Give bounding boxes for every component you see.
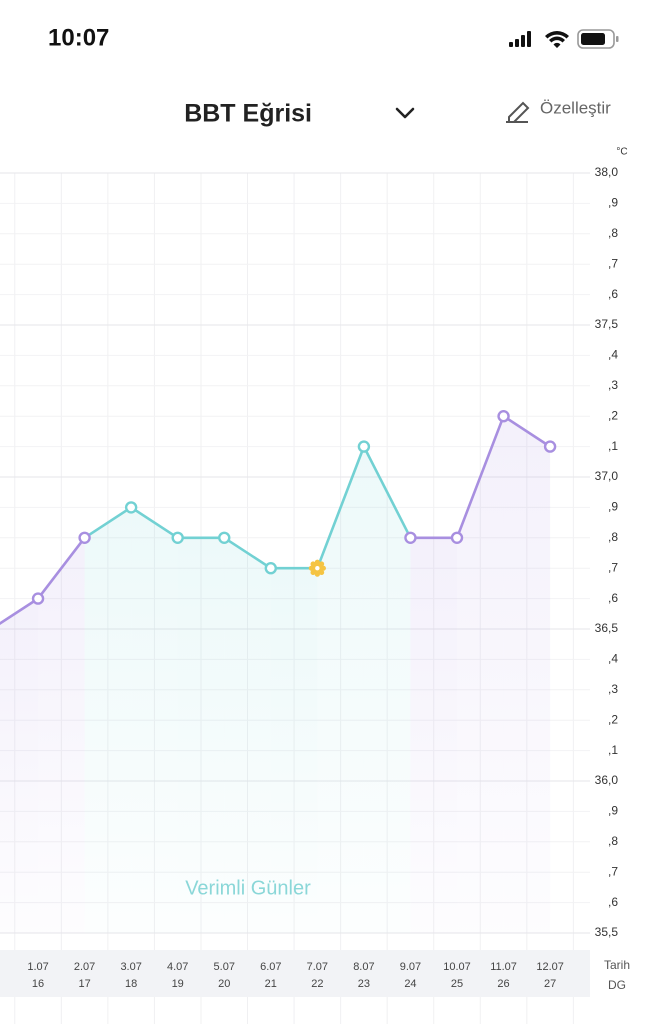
area — [224, 537, 271, 933]
cycle-day-title: DG — [608, 978, 626, 992]
y-tick-label: ,9 — [608, 804, 618, 818]
y-tick-label: 35,5 — [595, 925, 619, 939]
x-tick-label: 9.07 — [400, 961, 421, 973]
y-tick-label: ,9 — [608, 196, 618, 210]
point — [357, 440, 371, 453]
y-tick-label: ,2 — [608, 408, 618, 422]
y-tick-label: 38,0 — [595, 165, 619, 179]
edit-icon[interactable] — [506, 101, 530, 123]
line-segment — [316, 445, 366, 570]
cycle-day-label: 25 — [451, 978, 463, 990]
point — [450, 531, 464, 544]
cycle-day-label: 21 — [265, 978, 277, 990]
y-tick-label: ,7 — [608, 560, 618, 574]
x-tick-label: 12.07 — [536, 961, 564, 973]
fertile-days-label: Verimli Günler — [185, 877, 311, 899]
line-segment — [455, 414, 505, 540]
y-tick-label: ,8 — [608, 226, 618, 240]
cycle-day-label: 17 — [78, 978, 90, 990]
y-tick-label: ,3 — [608, 682, 618, 696]
x-tick-label: 10.07 — [443, 961, 471, 973]
cycle-day-label: 23 — [358, 978, 370, 990]
page-title[interactable]: BBT Eğrisi — [184, 100, 312, 128]
x-tick-label: 2.07 — [74, 961, 95, 973]
customize-button[interactable]: Özelleştir — [540, 98, 611, 117]
x-tick-label: 6.07 — [260, 961, 281, 973]
y-tick-label: 37,0 — [595, 469, 619, 483]
area — [131, 507, 178, 933]
point — [78, 531, 91, 544]
y-tick-label: ,8 — [608, 530, 618, 544]
area — [38, 537, 85, 933]
y-tick-label: ,9 — [608, 500, 618, 514]
y-tick-label: ,1 — [608, 743, 618, 757]
y-tick-label: ,2 — [608, 712, 618, 726]
area — [503, 416, 551, 933]
y-tick-label: ,6 — [608, 895, 618, 909]
line-segment — [0, 597, 40, 626]
y-tick-label: ,3 — [608, 378, 618, 392]
y-tick-label: ,8 — [608, 834, 618, 848]
point — [543, 440, 557, 453]
y-tick-label: 36,5 — [595, 621, 619, 635]
point — [31, 592, 45, 605]
line-segment — [83, 506, 133, 540]
line-segment — [36, 536, 86, 600]
y-tick-label: 36,0 — [595, 773, 619, 787]
cycle-day-label: 24 — [404, 978, 416, 990]
cycle-day-label: 26 — [497, 978, 509, 990]
y-unit: °C — [616, 147, 627, 158]
x-tick-label: 11.07 — [490, 961, 517, 973]
x-tick-label: 1.07 — [27, 961, 48, 973]
area — [84, 507, 132, 933]
cycle-day-label: 27 — [544, 978, 556, 990]
y-tick-label: ,7 — [608, 256, 618, 270]
area — [270, 568, 318, 933]
dropdown-icon[interactable] — [395, 107, 415, 119]
area — [410, 537, 457, 933]
y-tick-label: ,1 — [608, 439, 618, 453]
plot — [0, 172, 590, 1024]
x-tick-label: 5.07 — [214, 961, 235, 973]
x-tick-label: 4.07 — [167, 961, 188, 973]
y-tick-label: ,7 — [608, 864, 618, 878]
area — [0, 598, 39, 933]
sun-center — [315, 566, 320, 571]
point — [171, 531, 184, 544]
status-time: 10:07 — [48, 24, 109, 51]
line-segment — [222, 536, 273, 570]
x-axis-strip — [0, 950, 590, 997]
area — [177, 537, 225, 933]
point — [497, 410, 510, 423]
cycle-day-label: 16 — [32, 978, 44, 990]
x-tick-label: 8.07 — [353, 961, 374, 973]
y-tick-label: ,6 — [608, 591, 618, 605]
line-segment — [129, 506, 179, 540]
point — [404, 531, 417, 544]
point — [264, 562, 277, 575]
cycle-day-label: 19 — [172, 978, 184, 990]
x-axis-title: Tarih — [604, 958, 630, 972]
line-segment — [362, 445, 412, 540]
y-tick-label: ,4 — [608, 652, 618, 666]
cycle-day-label: 18 — [125, 978, 137, 990]
x-tick-label: 7.07 — [307, 961, 328, 973]
x-tick-label: 3.07 — [120, 961, 141, 973]
y-tick-label: ,4 — [608, 348, 618, 362]
ovulation-marker — [308, 559, 326, 577]
area — [317, 446, 364, 933]
area — [457, 416, 504, 933]
area — [363, 446, 411, 933]
status-icons — [509, 29, 619, 49]
point — [218, 531, 231, 544]
cycle-day-label: 22 — [311, 978, 323, 990]
point — [124, 501, 138, 514]
cycle-day-label: 20 — [218, 978, 230, 990]
y-tick-label: 37,5 — [595, 317, 619, 331]
line-segment — [502, 414, 552, 448]
y-tick-label: ,6 — [608, 287, 618, 301]
